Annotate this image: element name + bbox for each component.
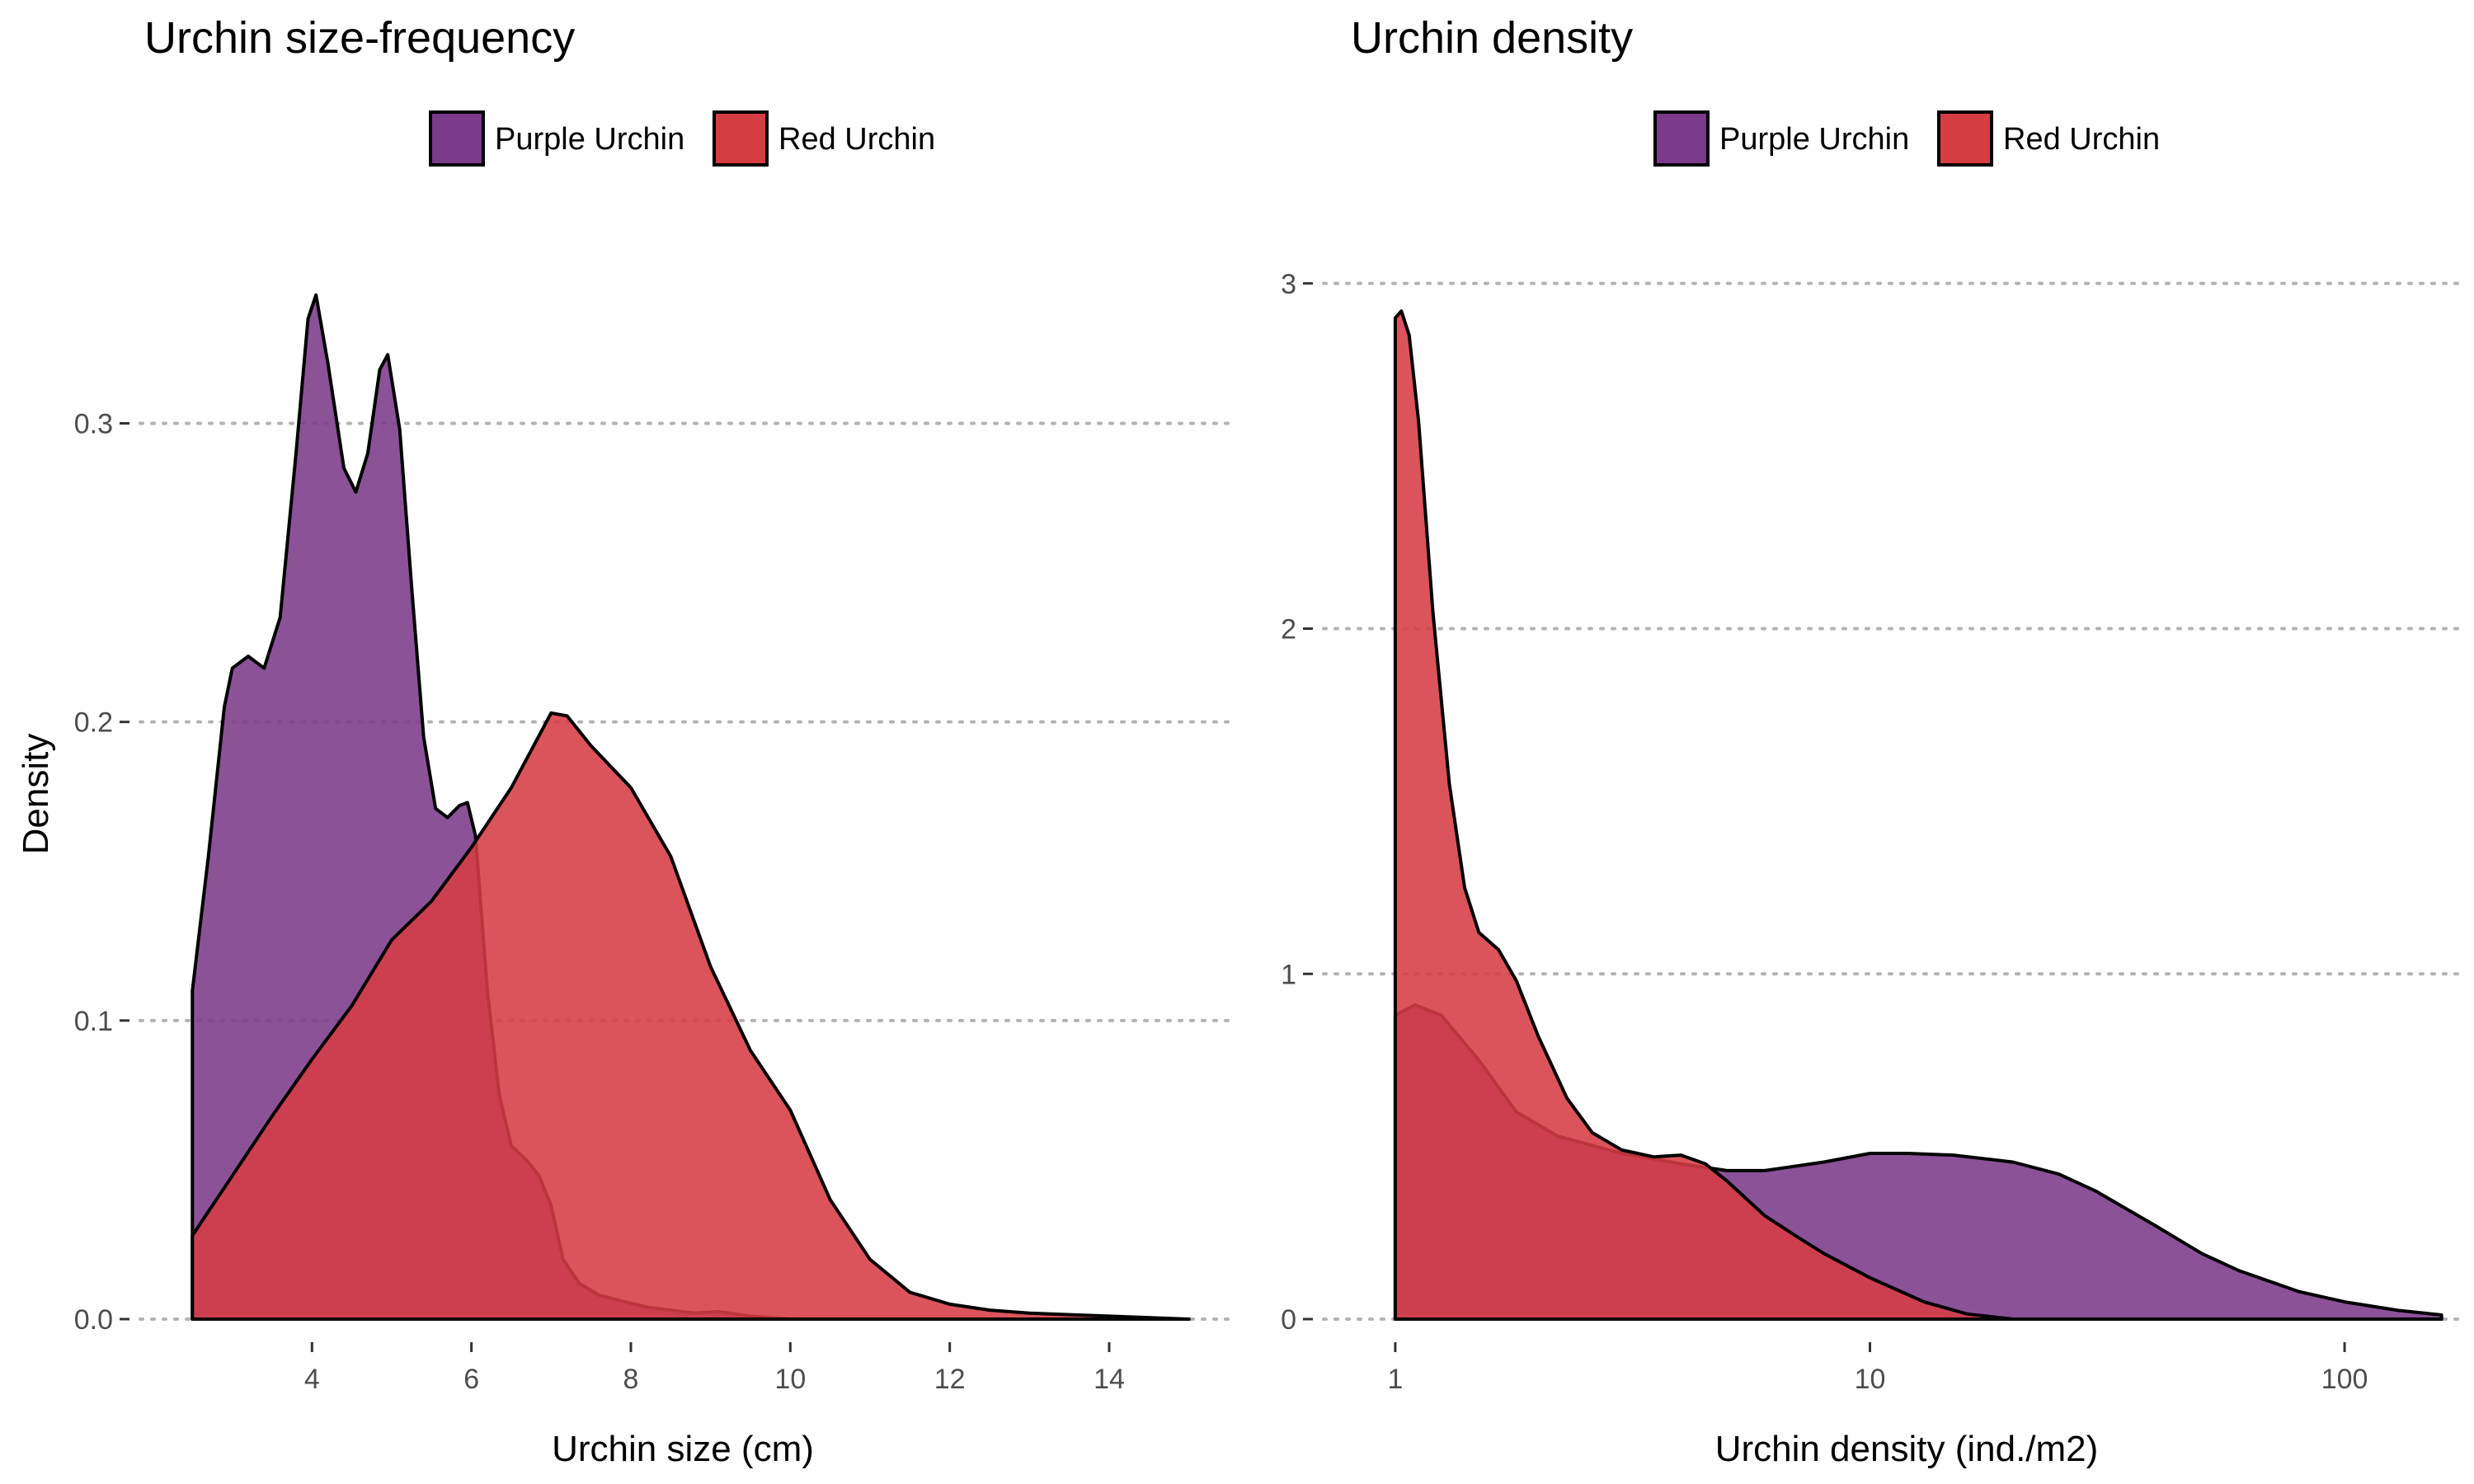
x-tick-label: 4 — [304, 1364, 320, 1395]
y-axis-title: Density — [16, 734, 56, 855]
y-tick-label: 0 — [1281, 1304, 1296, 1336]
panel-size-frequency: Urchin size-frequency Purple Urchin Red … — [16, 13, 1230, 1469]
legend: Purple Urchin Red Urchin — [429, 110, 935, 167]
legend-label-purple: Purple Urchin — [1719, 122, 1909, 157]
y-axis: 0.0 0.1 0.2 0.3 — [74, 409, 129, 1336]
x-axis-title: Urchin size (cm) — [552, 1429, 814, 1469]
density-area-red-urchin — [1393, 309, 2443, 1321]
legend-key-purple — [1653, 110, 1710, 167]
x-tick-label: 6 — [463, 1364, 479, 1395]
legend-label-purple: Purple Urchin — [495, 122, 684, 157]
x-tick-label: 12 — [934, 1364, 966, 1395]
x-tick-label: 1 — [1387, 1364, 1403, 1395]
series-layer — [190, 293, 1191, 1321]
panel-title: Urchin density — [1351, 13, 1633, 63]
density-area-red-urchin — [190, 711, 1191, 1321]
x-axis: 1 10 100 — [1387, 1342, 2368, 1395]
x-tick-label: 10 — [774, 1364, 806, 1395]
y-tick-label: 0.1 — [74, 1006, 113, 1037]
x-tick-label: 100 — [2321, 1364, 2368, 1395]
x-tick-label: 8 — [623, 1364, 639, 1395]
y-tick-label: 0.3 — [74, 409, 113, 440]
y-tick-label: 0.0 — [74, 1304, 113, 1336]
legend: Purple Urchin Red Urchin — [1653, 110, 2160, 167]
x-tick-label: 14 — [1094, 1364, 1125, 1395]
x-axis-title: Urchin density (ind./m2) — [1715, 1429, 2099, 1469]
y-tick-label: 2 — [1281, 614, 1296, 646]
legend-label-red: Red Urchin — [778, 122, 935, 157]
legend-label-red: Red Urchin — [2003, 122, 2160, 157]
y-tick-label: 3 — [1281, 269, 1296, 300]
x-axis: 4 6 8 10 12 14 — [304, 1342, 1125, 1395]
y-tick-label: 0.2 — [74, 707, 113, 739]
y-tick-label: 1 — [1281, 959, 1296, 990]
legend-key-red — [713, 110, 769, 167]
panel-density: Urchin density Purple Urchin Red Urchin … — [1281, 13, 2467, 1469]
series-layer — [1393, 309, 2443, 1321]
legend-key-red — [1937, 110, 1993, 167]
x-tick-label: 10 — [1855, 1364, 1886, 1395]
y-axis: 0 1 2 3 — [1281, 269, 1313, 1336]
legend-key-purple — [429, 110, 485, 167]
panel-title: Urchin size-frequency — [144, 13, 575, 63]
